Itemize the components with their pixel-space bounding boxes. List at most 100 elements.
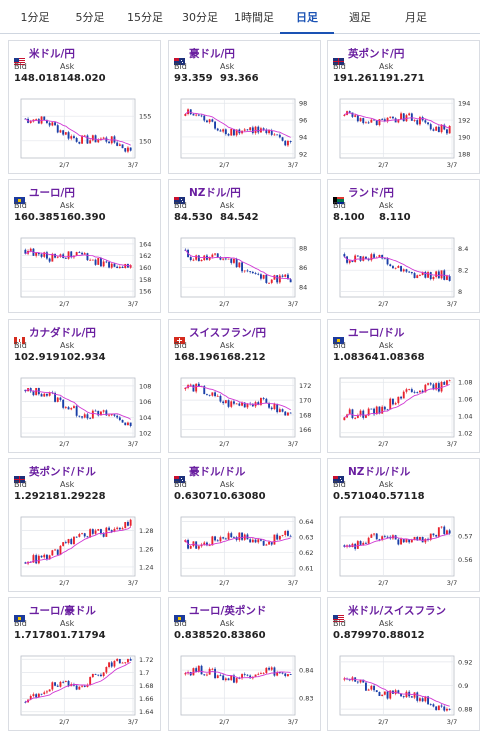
rate-card[interactable]: 豪ドル/ドル Bid Ask 0.63071 0.63080 2/7 3/7 0.64 0.63… <box>168 458 321 592</box>
y-tick-label: 1.06 <box>458 396 472 404</box>
pair-name[interactable]: スイスフラン/円 <box>189 326 267 339</box>
candle-body <box>214 668 216 679</box>
pair-name[interactable]: 豪ドル/ドル <box>189 465 246 478</box>
pair-name[interactable]: ランド/円 <box>348 186 394 199</box>
pair-header: ランド/円 <box>333 185 394 204</box>
tab-4[interactable]: 1時間足 <box>234 11 274 24</box>
tab-6[interactable]: 週足 <box>349 11 371 24</box>
candle-body <box>249 271 252 272</box>
pair-header: 米ドル/円 <box>14 46 75 65</box>
candle-body <box>446 380 448 385</box>
candle-body <box>97 410 100 416</box>
candle-body <box>102 410 105 412</box>
mini-candlestick-chart[interactable]: 2/7 3/7 0.84 0.83 <box>169 650 322 730</box>
mini-candlestick-chart[interactable]: 2/7 3/7 0.57 0.56 <box>328 511 480 591</box>
rate-card[interactable]: NZドル/ドル Bid Ask 0.57104 0.57118 2/7 3/7 0.57 0.5… <box>327 458 480 592</box>
pair-name[interactable]: カナダドル/円 <box>29 326 96 339</box>
candle-body <box>381 694 384 696</box>
mini-candlestick-chart[interactable]: 2/7 3/7 98 96 94 92 <box>169 93 322 173</box>
candle-body <box>448 125 451 134</box>
candle-body <box>402 391 405 399</box>
candle-body <box>273 667 276 676</box>
pair-name[interactable]: 英ポンド/ドル <box>29 465 96 478</box>
tab-0[interactable]: 1分足 <box>20 11 50 24</box>
candle-body <box>62 681 65 683</box>
pair-name[interactable]: ユーロ/ドル <box>348 326 405 339</box>
candle-body <box>287 140 289 146</box>
candle-body <box>121 662 124 664</box>
mini-candlestick-chart[interactable]: 2/7 3/7 0.64 0.63 0.62 0.61 <box>169 511 322 591</box>
mini-candlestick-chart[interactable]: 2/7 3/7 88 86 84 <box>169 232 322 312</box>
rate-card[interactable]: 米ドル/円 Bid Ask 148.018 148.020 2/7 3/7 155 150 <box>8 40 161 174</box>
rate-card[interactable]: 英ポンド/ドル Bid Ask 1.29218 1.29228 2/7 3/7 1.28 1.2… <box>8 458 161 592</box>
y-tick-label: 88 <box>299 244 307 252</box>
candle-body <box>246 270 249 272</box>
candle-body <box>383 258 386 260</box>
tab-7[interactable]: 月足 <box>405 11 427 24</box>
mini-candlestick-chart[interactable]: 2/7 3/7 155 150 <box>9 93 162 173</box>
rate-card[interactable]: ユーロ/円 Bid Ask 160.385 160.390 2/7 3/7 164 162 160… <box>8 179 161 313</box>
tab-2[interactable]: 15分足 <box>127 11 163 24</box>
mini-candlestick-chart[interactable]: 2/7 3/7 164 162 160 158 156 <box>9 232 162 312</box>
rate-card[interactable]: NZドル/円 Bid Ask 84.530 84.542 2/7 3/7 88 86 84 <box>168 179 321 313</box>
mini-candlestick-chart[interactable]: 2/7 3/7 108 106 104 102 <box>9 372 162 452</box>
rate-card[interactable]: カナダドル/円 Bid Ask 102.919 102.934 2/7 3/7 108 106 1… <box>8 319 161 453</box>
candle-body <box>67 407 70 410</box>
candle-body <box>419 275 421 276</box>
tab-1[interactable]: 5分足 <box>75 11 105 24</box>
candle-body <box>113 414 116 416</box>
y-tick-label: 102 <box>139 430 151 438</box>
candle-body <box>437 126 440 133</box>
rate-card[interactable]: ユーロ/ドル Bid Ask 1.08364 1.08368 2/7 3/7 1.08 1.06… <box>327 319 480 453</box>
candle-body <box>427 696 429 705</box>
mini-candlestick-chart[interactable]: 2/7 3/7 8.4 8.2 8 <box>328 232 480 312</box>
candle-body <box>413 692 416 698</box>
mini-candlestick-chart[interactable]: 2/7 3/7 1.08 1.06 1.04 1.02 <box>328 372 480 452</box>
tab-5[interactable]: 日足 <box>280 0 334 34</box>
mini-candlestick-chart[interactable]: 2/7 3/7 1.28 1.26 1.24 <box>9 511 162 591</box>
rate-card[interactable]: スイスフラン/円 Bid Ask 168.196 168.212 2/7 3/7 172 170… <box>168 319 321 453</box>
pair-name[interactable]: ユーロ/円 <box>29 186 75 199</box>
pair-name[interactable]: 米ドル/スイスフラン <box>348 604 447 617</box>
mini-candlestick-chart[interactable]: 2/7 3/7 194 192 190 188 <box>328 93 480 173</box>
candle-body <box>233 258 235 263</box>
tab-3[interactable]: 30分足 <box>182 11 218 24</box>
chart-svg: 2/7 3/7 1.08 1.06 1.04 1.02 <box>339 377 472 448</box>
candle-body <box>365 256 367 260</box>
candle-body <box>367 689 370 691</box>
candle-body <box>383 691 386 695</box>
pair-name[interactable]: 英ポンド/円 <box>348 47 405 60</box>
pair-name[interactable]: NZドル/ドル <box>348 465 411 478</box>
candle-body <box>37 252 40 255</box>
rate-card[interactable]: ランド/円 Bid Ask 8.100 8.110 2/7 3/7 8.4 8.2 8 <box>327 179 480 313</box>
rate-card[interactable]: 英ポンド/円 Bid Ask 191.261 191.271 2/7 3/7 194 192 19… <box>327 40 480 174</box>
pair-name[interactable]: 豪ドル/円 <box>189 47 235 60</box>
candle-body <box>251 539 254 543</box>
y-tick-label: 0.63 <box>299 534 313 542</box>
candle-body <box>405 691 408 698</box>
candle-body <box>108 262 110 268</box>
candle-body <box>73 136 75 139</box>
candle-body <box>110 662 113 667</box>
rate-card[interactable]: 豪ドル/円 Bid Ask 93.359 93.366 2/7 3/7 98 96 94 92 <box>168 40 321 174</box>
candle-body <box>230 128 233 136</box>
pair-name[interactable]: NZドル/円 <box>189 186 241 199</box>
candle-body <box>113 660 116 667</box>
x-tick-label: 3/7 <box>128 579 138 587</box>
pair-name[interactable]: 米ドル/円 <box>29 47 75 60</box>
mini-candlestick-chart[interactable]: 2/7 3/7 172 170 168 166 <box>169 372 322 452</box>
mini-candlestick-chart[interactable]: 2/7 3/7 1.72 1.7 1.68 1.66 1.64 <box>9 650 162 730</box>
rate-card[interactable]: ユーロ/英ポンド Bid Ask 0.83852 0.83860 2/7 3/7 0.84 0.… <box>168 597 321 731</box>
pair-name[interactable]: ユーロ/英ポンド <box>189 604 267 617</box>
pair-name[interactable]: ユーロ/豪ドル <box>29 604 96 617</box>
candle-body <box>424 120 427 123</box>
candle-body <box>105 666 108 673</box>
ask-label: Ask <box>60 619 75 628</box>
candle-body <box>40 555 43 558</box>
candle-body <box>446 129 448 134</box>
rate-card[interactable]: ユーロ/豪ドル Bid Ask 1.71780 1.71794 2/7 3/7 1.72 1.7… <box>8 597 161 731</box>
moving-average-line <box>25 118 131 146</box>
mini-candlestick-chart[interactable]: 2/7 3/7 0.92 0.9 0.88 <box>328 650 480 730</box>
rate-card[interactable]: 米ドル/スイスフラン Bid Ask 0.87997 0.88012 2/7 3/7 0.92… <box>327 597 480 731</box>
candle-body <box>375 120 378 126</box>
